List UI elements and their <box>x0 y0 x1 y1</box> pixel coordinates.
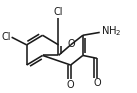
Text: NH$_2$: NH$_2$ <box>101 25 121 38</box>
Text: Cl: Cl <box>1 32 11 42</box>
Text: O: O <box>67 80 75 90</box>
Text: O: O <box>93 78 101 88</box>
Text: O: O <box>68 39 75 49</box>
Text: Cl: Cl <box>54 7 63 17</box>
